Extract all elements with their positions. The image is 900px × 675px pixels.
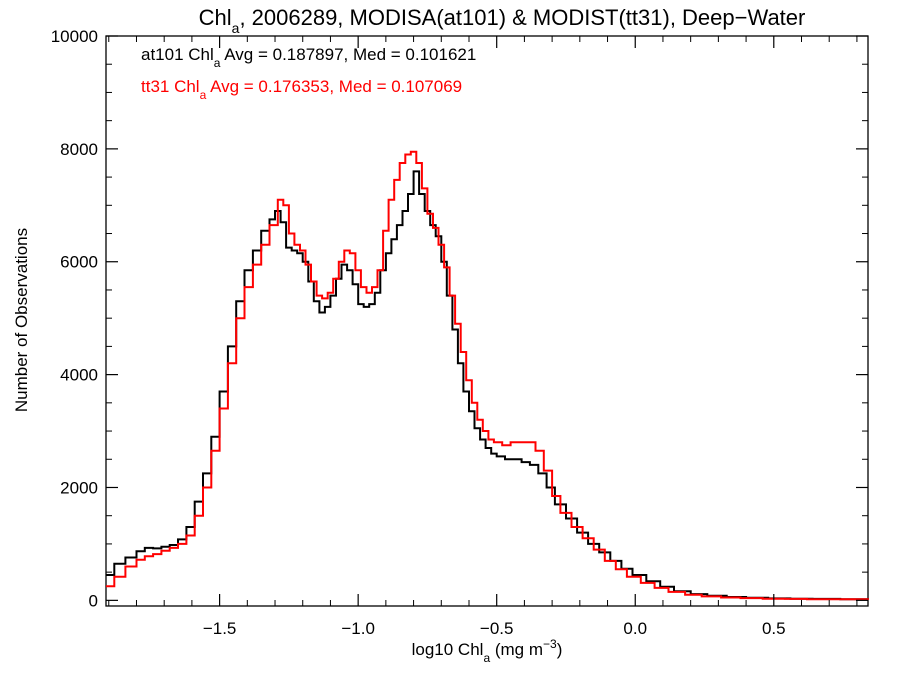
annotation-at101: at101 Chla Avg = 0.187897, Med = 0.10162…	[141, 45, 476, 70]
y-tick-label-5: 10000	[51, 27, 98, 46]
y-tick-label-4: 8000	[60, 140, 98, 159]
y-tick-label-3: 6000	[60, 253, 98, 272]
series-line-tt31	[106, 150, 869, 601]
x-tick-label-4: 0.5	[762, 619, 786, 638]
ticks-layer: −1.5 −1.0 −0.5 0.0 0.5 0 2000 4000 6000 8000 10000	[51, 27, 868, 638]
series-layer	[106, 150, 869, 601]
x-tick-label-0: −1.5	[203, 619, 237, 638]
y-tick-label-1: 2000	[60, 478, 98, 497]
chart-title: Chla, 2006289, MODISA(at101) & MODIST(tt…	[199, 5, 806, 36]
x-axis-label: log10 Chla (mg m−3)	[412, 637, 563, 665]
y-axis-label: Number of Observations	[12, 228, 31, 412]
series-line-at101	[106, 170, 869, 601]
y-tick-label-2: 4000	[60, 366, 98, 385]
y-tick-label-0: 0	[89, 591, 98, 610]
annotation-tt31: tt31 Chla Avg = 0.176353, Med = 0.107069	[141, 77, 462, 102]
x-tick-label-2: −0.5	[480, 619, 514, 638]
plot-frame	[105, 35, 869, 607]
x-tick-label-3: 0.0	[623, 619, 647, 638]
x-tick-label-1: −1.0	[341, 619, 375, 638]
